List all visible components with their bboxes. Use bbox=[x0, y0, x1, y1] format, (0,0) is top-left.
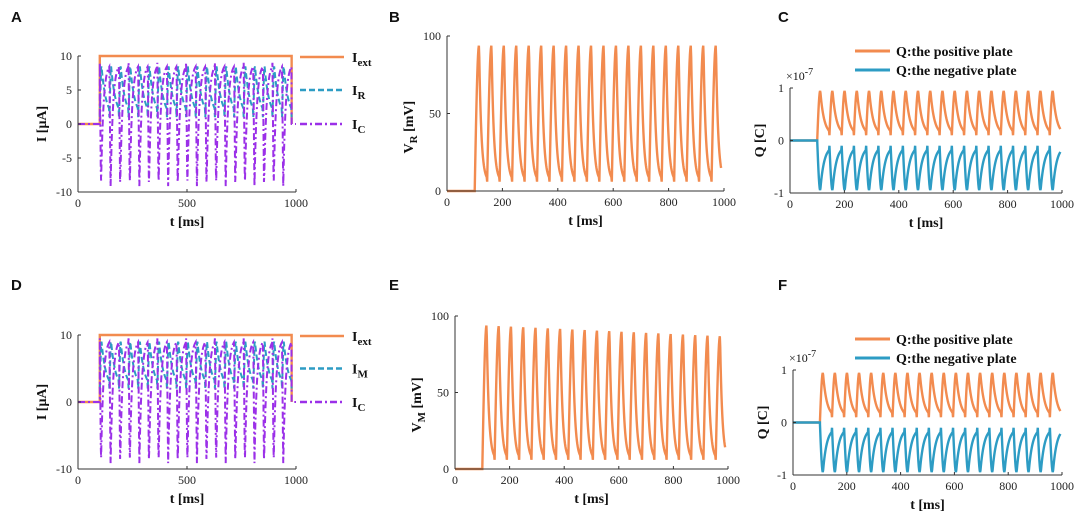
panel-B-xtick-label: 400 bbox=[549, 195, 567, 209]
panel-B-letter: B bbox=[389, 9, 400, 26]
panel-C-xlabel: t [ms] bbox=[909, 216, 944, 231]
panel-F-ytick-label: 1 bbox=[781, 363, 787, 377]
panel-E-xtick-label: 600 bbox=[610, 473, 628, 487]
panel-C-xtick-label: 200 bbox=[835, 197, 853, 211]
panel-C-legend-label-1: Q:the negative plate bbox=[896, 64, 1017, 79]
panel-E: 0 200 400 600 800 1000 100 50 0 t [ms] VM [mV] bbox=[410, 309, 740, 507]
panel-F-xtick-label: 0 bbox=[790, 479, 796, 493]
panel-C-series-positive bbox=[790, 90, 1062, 142]
panel-F-series-negative bbox=[793, 421, 1062, 473]
panel-D-xtick-label: 0 bbox=[75, 473, 81, 487]
panel-E-xtick-label: 1000 bbox=[716, 473, 740, 487]
panel-E-ytick-label: 0 bbox=[443, 462, 449, 476]
panel-B: 0 200 400 600 800 1000 100 50 0 t [ms] VR [mV] bbox=[402, 29, 736, 229]
panel-D-ytick-label: 0 bbox=[66, 395, 72, 409]
panel-A-xtick-label: 1000 bbox=[284, 196, 308, 210]
panel-C-ytick-label: 0 bbox=[778, 134, 784, 148]
panel-F-legend-label-1: Q:the negative plate bbox=[896, 352, 1017, 367]
panel-F-exponent: ×10-7 bbox=[789, 349, 816, 365]
panel-D-legend-label-2: IC bbox=[352, 396, 365, 414]
panel-F-xtick-label: 1000 bbox=[1050, 479, 1074, 493]
panel-C-xtick-label: 0 bbox=[787, 197, 793, 211]
panel-C-letter: C bbox=[778, 9, 789, 26]
panel-A-xlabel: t [ms] bbox=[170, 215, 205, 230]
panel-B-xtick-label: 600 bbox=[604, 195, 622, 209]
panel-F-ytick-label: -1 bbox=[777, 468, 787, 482]
panel-B-xtick-label: 200 bbox=[493, 195, 511, 209]
panel-F-xtick-label: 600 bbox=[945, 479, 963, 493]
panel-F-xtick-label: 200 bbox=[838, 479, 856, 493]
panel-D-xtick-label: 500 bbox=[178, 473, 196, 487]
panel-F-series-positive bbox=[793, 372, 1062, 424]
panel-F-legend-label-0: Q:the positive plate bbox=[896, 333, 1013, 348]
panel-A-letter: A bbox=[11, 9, 22, 26]
panel-E-ylabel: VM [mV] bbox=[410, 377, 428, 432]
panel-D-ytick-label: -10 bbox=[56, 462, 72, 476]
panel-C-xtick-label: 600 bbox=[944, 197, 962, 211]
panel-D-legend-label-1: IM bbox=[352, 363, 368, 381]
panel-A-ytick-label: -5 bbox=[62, 151, 72, 165]
panel-F-xtick-label: 400 bbox=[892, 479, 910, 493]
panel-C-ytick-label: 1 bbox=[778, 81, 784, 95]
panel-D-letter: D bbox=[11, 277, 22, 294]
panel-F-letter: F bbox=[778, 277, 787, 294]
panel-A: 0 500 1000 10 5 0 -5 -10 t [ms] I [μA] Iext IR IC bbox=[35, 49, 372, 230]
panel-C-xtick-label: 800 bbox=[999, 197, 1017, 211]
panel-A-legend-label-0: Iext bbox=[352, 51, 372, 69]
panel-A-ylabel: I [μA] bbox=[35, 106, 50, 142]
panel-A-series-ir bbox=[98, 66, 293, 118]
panel-B-xtick-label: 1000 bbox=[712, 195, 736, 209]
panel-A-series-ic bbox=[78, 62, 296, 187]
panel-E-xtick-label: 400 bbox=[555, 473, 573, 487]
panel-B-xtick-label: 0 bbox=[444, 195, 450, 209]
panel-E-letter: E bbox=[389, 277, 399, 294]
panel-F-ytick-label: 0 bbox=[781, 416, 787, 430]
panel-D-legend-label-0: Iext bbox=[352, 330, 372, 348]
panel-C-xtick-label: 1000 bbox=[1050, 197, 1074, 211]
panel-E-xtick-label: 200 bbox=[501, 473, 519, 487]
panel-C-series-negative bbox=[790, 139, 1062, 191]
panel-B-ytick-label: 100 bbox=[423, 29, 441, 43]
panel-D-series-ic bbox=[78, 338, 296, 464]
panel-B-xlabel: t [ms] bbox=[568, 214, 603, 229]
panel-B-ytick-label: 0 bbox=[435, 184, 441, 198]
panel-E-ytick-label: 100 bbox=[431, 309, 449, 323]
panel-A-legend-label-2: IC bbox=[352, 118, 365, 136]
panel-F-xlabel: t [ms] bbox=[910, 498, 945, 513]
panel-B-ytick-label: 50 bbox=[429, 107, 441, 121]
panel-D-xlabel: t [ms] bbox=[170, 492, 205, 507]
panel-D-xtick-label: 1000 bbox=[284, 473, 308, 487]
panel-A-xtick-label: 500 bbox=[178, 196, 196, 210]
panel-C-ytick-label: -1 bbox=[774, 186, 784, 200]
panel-C-legend-label-0: Q:the positive plate bbox=[896, 45, 1013, 60]
panel-F-ylabel: Q [C] bbox=[756, 406, 771, 440]
panel-A-xtick-label: 0 bbox=[75, 196, 81, 210]
panel-A-ytick-label: -10 bbox=[56, 185, 72, 199]
panel-B-series-v bbox=[447, 45, 723, 193]
panel-B-ylabel: VR [mV] bbox=[402, 101, 420, 154]
panel-D-ytick-label: 10 bbox=[60, 328, 72, 342]
panel-A-legend-label-1: IR bbox=[352, 84, 366, 102]
panel-D-ylabel: I [μA] bbox=[35, 384, 50, 420]
panel-A-ytick-label: 10 bbox=[60, 49, 72, 63]
panel-E-xlabel: t [ms] bbox=[574, 492, 609, 507]
panel-C-ylabel: Q [C] bbox=[753, 124, 768, 158]
panel-A-ytick-label: 5 bbox=[66, 83, 72, 97]
panel-D-series-iext bbox=[78, 333, 293, 404]
panel-A-ytick-label: 0 bbox=[66, 117, 72, 131]
panel-E-xtick-label: 0 bbox=[452, 473, 458, 487]
panel-C-xtick-label: 400 bbox=[890, 197, 908, 211]
panel-E-ytick-label: 50 bbox=[437, 386, 449, 400]
panel-B-xtick-label: 800 bbox=[660, 195, 678, 209]
panel-E-xtick-label: 800 bbox=[664, 473, 682, 487]
panel-E-series-v bbox=[455, 325, 727, 471]
panel-F-xtick-label: 800 bbox=[999, 479, 1017, 493]
panel-C-exponent: ×10-7 bbox=[786, 67, 813, 83]
